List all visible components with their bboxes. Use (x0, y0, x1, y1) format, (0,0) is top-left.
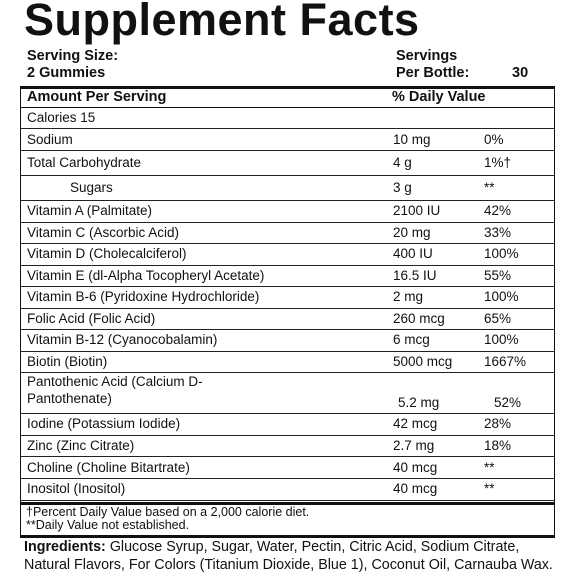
amount: 42 mcg (393, 416, 438, 432)
daily-value: 65% (484, 310, 512, 326)
nutrient-row: Sugars 3 g ** (20, 176, 555, 201)
serving-size-label: Serving Size: (27, 48, 119, 64)
nutrient-name: Iodine (Potassium Iodide) (27, 416, 181, 432)
amount: 4 g (393, 155, 412, 170)
serving-size: 2 Gummies (27, 65, 106, 81)
column-header: % Daily Value (392, 89, 486, 105)
nutrient-row: Zinc (Zinc Citrate) 2.7 mg 18% (20, 436, 555, 458)
nutrient-row: Inositol (Inositol) 40 mcg ** (20, 479, 555, 501)
nutrient-name: Sugars (70, 180, 113, 195)
daily-value: 1%† (484, 155, 512, 170)
amount: 5000 mcg (393, 353, 453, 369)
column-header: Amount Per Serving (27, 89, 167, 105)
servings-label: Servings (396, 48, 458, 64)
thick-rule (20, 86, 555, 89)
daily-value: 100% (484, 246, 519, 262)
nutrient-row: Biotin (Biotin) 5000 mcg 1667% (20, 352, 555, 373)
nutrient-row: Iodine (Potassium Iodide) 42 mcg 28% (20, 414, 555, 436)
nutrient-row: Sodium 10 mg 0% (20, 129, 555, 151)
amount: 260 mcg (393, 310, 445, 326)
nutrient-row: Vitamin D (Cholecalciferol) 400 IU 100% (20, 244, 555, 266)
amount: 6 mcg (393, 332, 430, 348)
nutrient-name: Inositol (Inositol) (27, 481, 126, 497)
nutrient-name: Biotin (Biotin) (27, 353, 108, 369)
nutrient-name: Pantothenic Acid (Calcium D-Pantothenate… (27, 374, 203, 406)
ingredients-text: Glucose Syrup, Sugar, Water, Pectin, Cit… (24, 539, 553, 573)
nutrient-row: Total Carbohydrate 4 g 1%† (20, 151, 555, 176)
nutrient-name: Zinc (Zinc Citrate) (27, 438, 135, 454)
nutrient-name: Vitamin C (Ascorbic Acid) (27, 224, 180, 240)
amount: 400 IU (393, 246, 433, 262)
servings-per: 30 (512, 65, 529, 81)
nutrient-name: Vitamin D (Cholecalciferol) (27, 246, 187, 262)
daily-value: 52% (494, 395, 522, 410)
ingredients: Ingredients: Glucose Syrup, Sugar, Water… (24, 539, 554, 574)
amount: 2100 IU (393, 203, 441, 219)
nutrient-row: Choline (Choline Bitartrate) 40 mcg ** (20, 457, 555, 480)
servings-per-label: Per Bottle: (396, 65, 470, 81)
border (554, 88, 555, 537)
nutrient-row: Vitamin E (dl-Alpha Tocopheryl Acetate) 1… (20, 266, 555, 287)
footnote: **Daily Value not established. (26, 518, 190, 532)
amount: 10 mg (393, 131, 431, 147)
nutrient-name: Choline (Choline Bitartrate) (27, 459, 190, 475)
amount: 2 mg (393, 289, 424, 305)
daily-value: ** (484, 481, 495, 497)
amount: 5.2 mg (398, 395, 440, 410)
nutrient-row: Vitamin C (Ascorbic Acid) 20 mg 33% (20, 223, 555, 244)
daily-value: ** (484, 180, 495, 195)
amount: 16.5 IU (393, 267, 437, 283)
calories-row: Calories 15 (20, 108, 555, 129)
nutrient-name: Vitamin B-6 (Pyridoxine Hydrochloride) (27, 289, 260, 305)
amount: 40 mcg (393, 459, 438, 475)
title: Supplement Facts (24, 0, 420, 45)
amount: 40 mcg (393, 481, 438, 497)
nutrient-row: Folic Acid (Folic Acid) 260 mcg 65% (20, 309, 555, 330)
daily-value: 1667% (484, 353, 527, 369)
nutrient-name: Vitamin A (Palmitate) (27, 203, 153, 219)
nutrient-row: Vitamin B-12 (Cyanocobalamin) 6 mcg 100% (20, 330, 555, 352)
daily-value: ** (484, 459, 495, 475)
amount: 3 g (393, 180, 412, 195)
daily-value: 42% (484, 203, 512, 219)
nutrient-name: Folic Acid (Folic Acid) (27, 310, 156, 326)
nutrient-row: Vitamin B-6 (Pyridoxine Hydrochloride) 2 … (20, 287, 555, 309)
rule (20, 107, 555, 108)
nutrient-row: Pantothenic Acid (Calcium D-Pantothenate… (20, 373, 555, 414)
nutrient-name: Vitamin E (dl-Alpha Tocopheryl Acetate) (27, 267, 265, 283)
amount: 20 mg (393, 224, 431, 240)
thick-rule (20, 535, 555, 538)
daily-value: 0% (484, 131, 504, 147)
nutrient-name: Total Carbohydrate (27, 155, 142, 170)
thick-rule (20, 502, 555, 505)
daily-value: 55% (484, 267, 512, 283)
daily-value: 28% (484, 416, 512, 432)
footnote: †Percent Daily Value based on a 2,000 ca… (26, 505, 310, 519)
calories: Calories 15 (27, 110, 96, 125)
daily-value: 33% (484, 224, 512, 240)
border (20, 88, 21, 537)
ingredients-label: Ingredients: (24, 539, 106, 555)
nutrient-name: Sodium (27, 131, 73, 147)
daily-value: 100% (484, 332, 519, 348)
nutrient-row: Vitamin A (Palmitate) 2100 IU 42% (20, 201, 555, 223)
amount: 2.7 mg (393, 438, 435, 454)
daily-value: 100% (484, 289, 519, 305)
daily-value: 18% (484, 438, 512, 454)
nutrient-name: Vitamin B-12 (Cyanocobalamin) (27, 332, 218, 348)
